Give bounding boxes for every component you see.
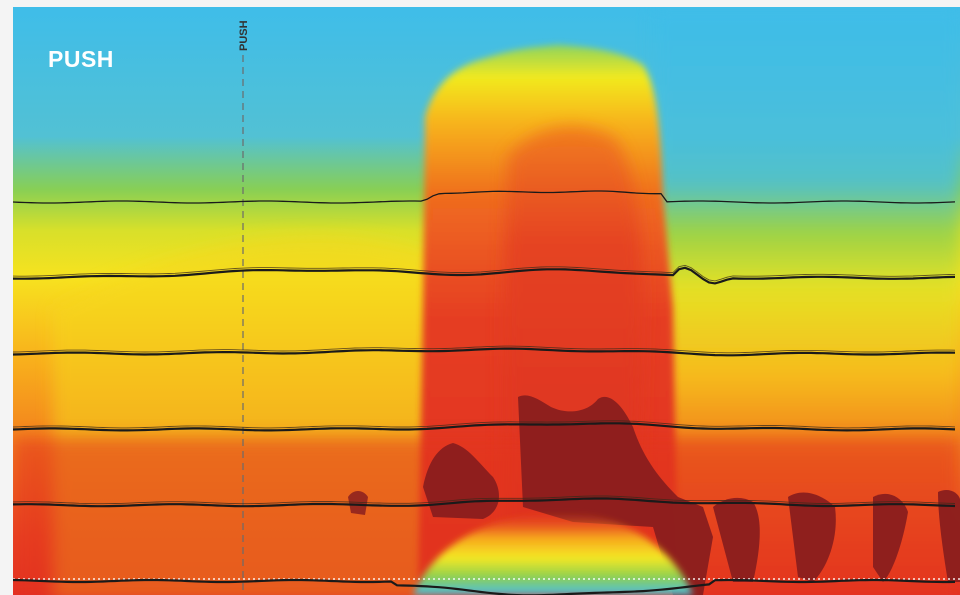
marker-label: PUSH (238, 20, 250, 51)
layer-trace-4 (13, 422, 956, 432)
layer-trace-1 (13, 190, 956, 204)
heatmap-cool-blob (413, 512, 693, 595)
layer-trace-2 (13, 266, 956, 285)
heatmap-hottest-right-d (938, 489, 960, 582)
layer-trace-5-upper (13, 495, 956, 505)
heatmap-hottest-right-b (788, 492, 836, 582)
heatmap-hottest-right-a (713, 497, 760, 582)
heatmap-panel: PUSH (13, 7, 960, 595)
heatmap-hottest-right-c (873, 493, 908, 582)
heatmap-chart: PUSH (13, 7, 960, 595)
layer-trace-4-upper (13, 420, 956, 429)
layer-trace-6 (13, 578, 956, 595)
chart-title: PUSH (48, 46, 114, 72)
layer-trace-3-upper (13, 345, 956, 354)
layer-traces (13, 190, 956, 595)
layer-trace-2-upper (13, 264, 956, 282)
heatmap-hottest-small (348, 491, 368, 515)
layer-trace-5 (13, 497, 956, 508)
heatmap-hottest-center (518, 395, 713, 595)
layer-trace-3 (13, 347, 956, 357)
heatmap-hottest-left (423, 443, 499, 519)
